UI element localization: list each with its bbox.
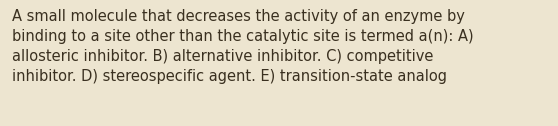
Text: A small molecule that decreases the activity of an enzyme by
binding to a site o: A small molecule that decreases the acti… [12,9,474,84]
